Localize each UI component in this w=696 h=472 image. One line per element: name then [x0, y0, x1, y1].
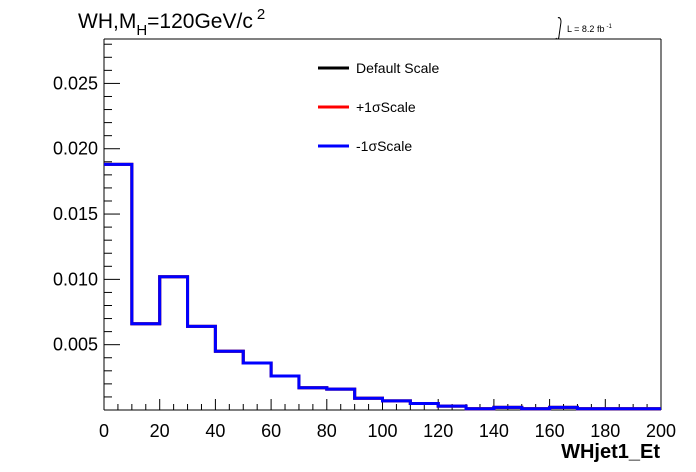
legend-label: +1σScale — [356, 99, 416, 115]
legend-label: Default Scale — [356, 60, 439, 76]
title-superscript: 2 — [257, 6, 265, 23]
x-tick-label: 180 — [590, 421, 620, 441]
x-tick-label: 160 — [535, 421, 565, 441]
x-tick-label: 40 — [205, 421, 225, 441]
x-tick-label: 200 — [646, 421, 676, 441]
x-tick-label: 20 — [150, 421, 170, 441]
y-tick-label: 0.015 — [53, 204, 98, 224]
x-tick-label: 80 — [317, 421, 337, 441]
x-tick-label: 120 — [423, 421, 453, 441]
y-ticks: 0.005 0.010 0.015 0.020 0.025 — [53, 43, 120, 398]
y-tick-label: 0.025 — [53, 73, 98, 93]
x-tick-label: 60 — [261, 421, 281, 441]
legend-label: -1σScale — [356, 138, 412, 154]
title-subscript: H — [136, 22, 147, 39]
lumi-text: L = 8.2 fb -1 — [567, 24, 612, 34]
x-axis-label: WHjet1_Et — [561, 441, 660, 463]
y-tick-label: 0.010 — [53, 269, 98, 289]
chart-title: WH,MH=120GeV/c 2 — [78, 6, 265, 39]
series-line-2 — [104, 162, 661, 411]
title-rest: =120GeV/c — [147, 10, 253, 33]
title-main: WH,M — [78, 10, 136, 33]
x-ticks: 0 20 40 60 80 100 120 140 160 180 200 — [99, 399, 676, 441]
legend: Default Scale +1σScale -1σScale — [318, 60, 439, 154]
y-tick-label: 0.020 — [53, 139, 98, 159]
y-tick-label: 0.005 — [53, 335, 98, 355]
x-tick-label: 140 — [479, 421, 509, 441]
x-tick-label: 100 — [367, 421, 397, 441]
x-tick-label: 0 — [99, 421, 109, 441]
series-group — [104, 162, 661, 411]
